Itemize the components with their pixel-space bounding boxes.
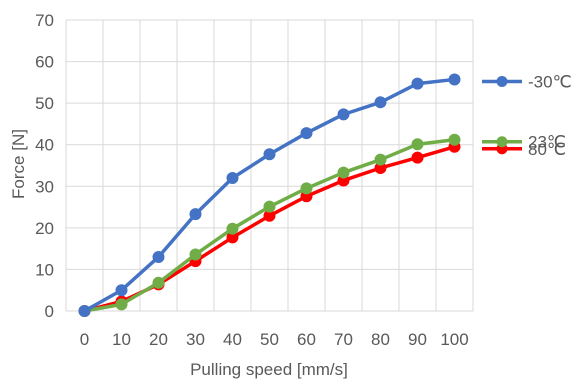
x-axis-label: Pulling speed [mm/s] (190, 360, 348, 379)
data-point (115, 284, 128, 297)
x-tick-label: 90 (408, 330, 427, 349)
series--30℃ (78, 73, 461, 317)
x-tick-label: 20 (149, 330, 168, 349)
axis-ticks: 0 10 20 30 40 50 60 70 0 10 20 30 40 50 60 70 80 90 100 (35, 11, 469, 349)
data-point (152, 250, 165, 263)
series-80℃ (78, 140, 461, 317)
y-tick-label: 10 (35, 260, 54, 279)
legend-label: 23℃ (528, 133, 566, 152)
x-tick-label: 10 (112, 330, 131, 349)
y-tick-label: 70 (35, 11, 54, 30)
y-axis-label: Force [N] (9, 129, 28, 199)
data-point (78, 305, 91, 317)
data-point (300, 182, 313, 195)
y-tick-label: 60 (35, 53, 54, 72)
data-point (411, 151, 424, 164)
x-tick-label: 40 (223, 330, 242, 349)
data-point (152, 276, 165, 289)
data-point (374, 96, 387, 109)
legend-label: -30℃ (528, 72, 572, 91)
x-tick-label: 80 (371, 330, 390, 349)
data-point (263, 148, 276, 161)
data-point (448, 73, 461, 86)
y-tick-label: 20 (35, 219, 54, 238)
x-tick-label: 50 (260, 330, 279, 349)
legend-item: 80℃ (482, 140, 566, 159)
y-tick-label: 50 (35, 94, 54, 113)
data-point (226, 222, 239, 235)
data-point (411, 138, 424, 151)
x-tick-label: 70 (334, 330, 353, 349)
y-tick-label: 0 (45, 302, 54, 321)
data-point (115, 298, 128, 311)
legend-item: 23℃ (482, 133, 566, 152)
y-tick-label: 30 (35, 177, 54, 196)
data-point (337, 108, 350, 121)
data-point (448, 133, 461, 146)
series (78, 73, 461, 317)
data-point (189, 208, 202, 221)
data-point (337, 166, 350, 179)
legend-swatch-marker (496, 136, 508, 148)
x-tick-label: 60 (297, 330, 316, 349)
grid (65, 19, 474, 312)
x-tick-label: 100 (440, 330, 468, 349)
x-tick-label: 30 (186, 330, 205, 349)
legend-item: -30℃ (482, 72, 572, 91)
y-tick-label: 40 (35, 136, 54, 155)
legend: 80℃23℃ -30℃ (482, 72, 572, 159)
data-point (374, 153, 387, 166)
legend-swatch-marker (496, 75, 508, 87)
x-tick-label: 0 (80, 330, 89, 349)
legend-label: 80℃ (528, 140, 566, 159)
data-point (226, 171, 239, 184)
data-point (263, 200, 276, 213)
data-point (300, 127, 313, 140)
data-point (411, 77, 424, 90)
data-point (189, 248, 202, 261)
